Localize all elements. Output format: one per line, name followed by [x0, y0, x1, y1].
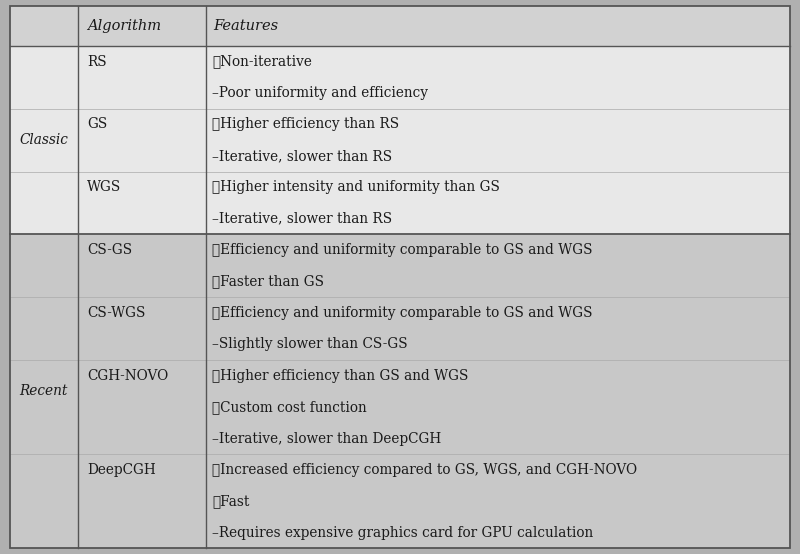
Text: Features: Features: [214, 19, 278, 33]
Text: CGH-NOVO: CGH-NOVO: [87, 369, 169, 383]
Text: GS: GS: [87, 117, 107, 131]
Text: CS-GS: CS-GS: [87, 243, 132, 257]
Text: ✓Higher efficiency than RS: ✓Higher efficiency than RS: [212, 117, 399, 131]
Text: –Slightly slower than CS-GS: –Slightly slower than CS-GS: [212, 337, 408, 351]
Text: ✓Efficiency and uniformity comparable to GS and WGS: ✓Efficiency and uniformity comparable to…: [212, 306, 593, 320]
Text: –Iterative, slower than RS: –Iterative, slower than RS: [212, 149, 392, 163]
Text: ✓Faster than GS: ✓Faster than GS: [212, 275, 324, 289]
Text: ✓Fast: ✓Fast: [212, 494, 250, 509]
Text: Recent: Recent: [19, 384, 68, 398]
Bar: [10, 46, 790, 234]
Text: WGS: WGS: [87, 180, 122, 194]
Text: DeepCGH: DeepCGH: [87, 463, 156, 477]
Text: ✓Non-iterative: ✓Non-iterative: [212, 55, 312, 69]
Text: ✓Higher intensity and uniformity than GS: ✓Higher intensity and uniformity than GS: [212, 180, 500, 194]
Text: –Poor uniformity and efficiency: –Poor uniformity and efficiency: [212, 86, 428, 100]
Text: –Iterative, slower than RS: –Iterative, slower than RS: [212, 212, 392, 225]
Text: RS: RS: [87, 55, 107, 69]
Text: ✓Custom cost function: ✓Custom cost function: [212, 400, 366, 414]
Text: CS-WGS: CS-WGS: [87, 306, 146, 320]
Text: –Iterative, slower than DeepCGH: –Iterative, slower than DeepCGH: [212, 432, 442, 445]
Text: Algorithm: Algorithm: [87, 19, 162, 33]
Text: ✓Efficiency and uniformity comparable to GS and WGS: ✓Efficiency and uniformity comparable to…: [212, 243, 593, 257]
Text: ✓Increased efficiency compared to GS, WGS, and CGH-NOVO: ✓Increased efficiency compared to GS, WG…: [212, 463, 637, 477]
Bar: [10, 6, 790, 46]
Text: –Requires expensive graphics card for GPU calculation: –Requires expensive graphics card for GP…: [212, 526, 594, 540]
Text: ✓Higher efficiency than GS and WGS: ✓Higher efficiency than GS and WGS: [212, 369, 468, 383]
Text: Classic: Classic: [19, 133, 68, 147]
